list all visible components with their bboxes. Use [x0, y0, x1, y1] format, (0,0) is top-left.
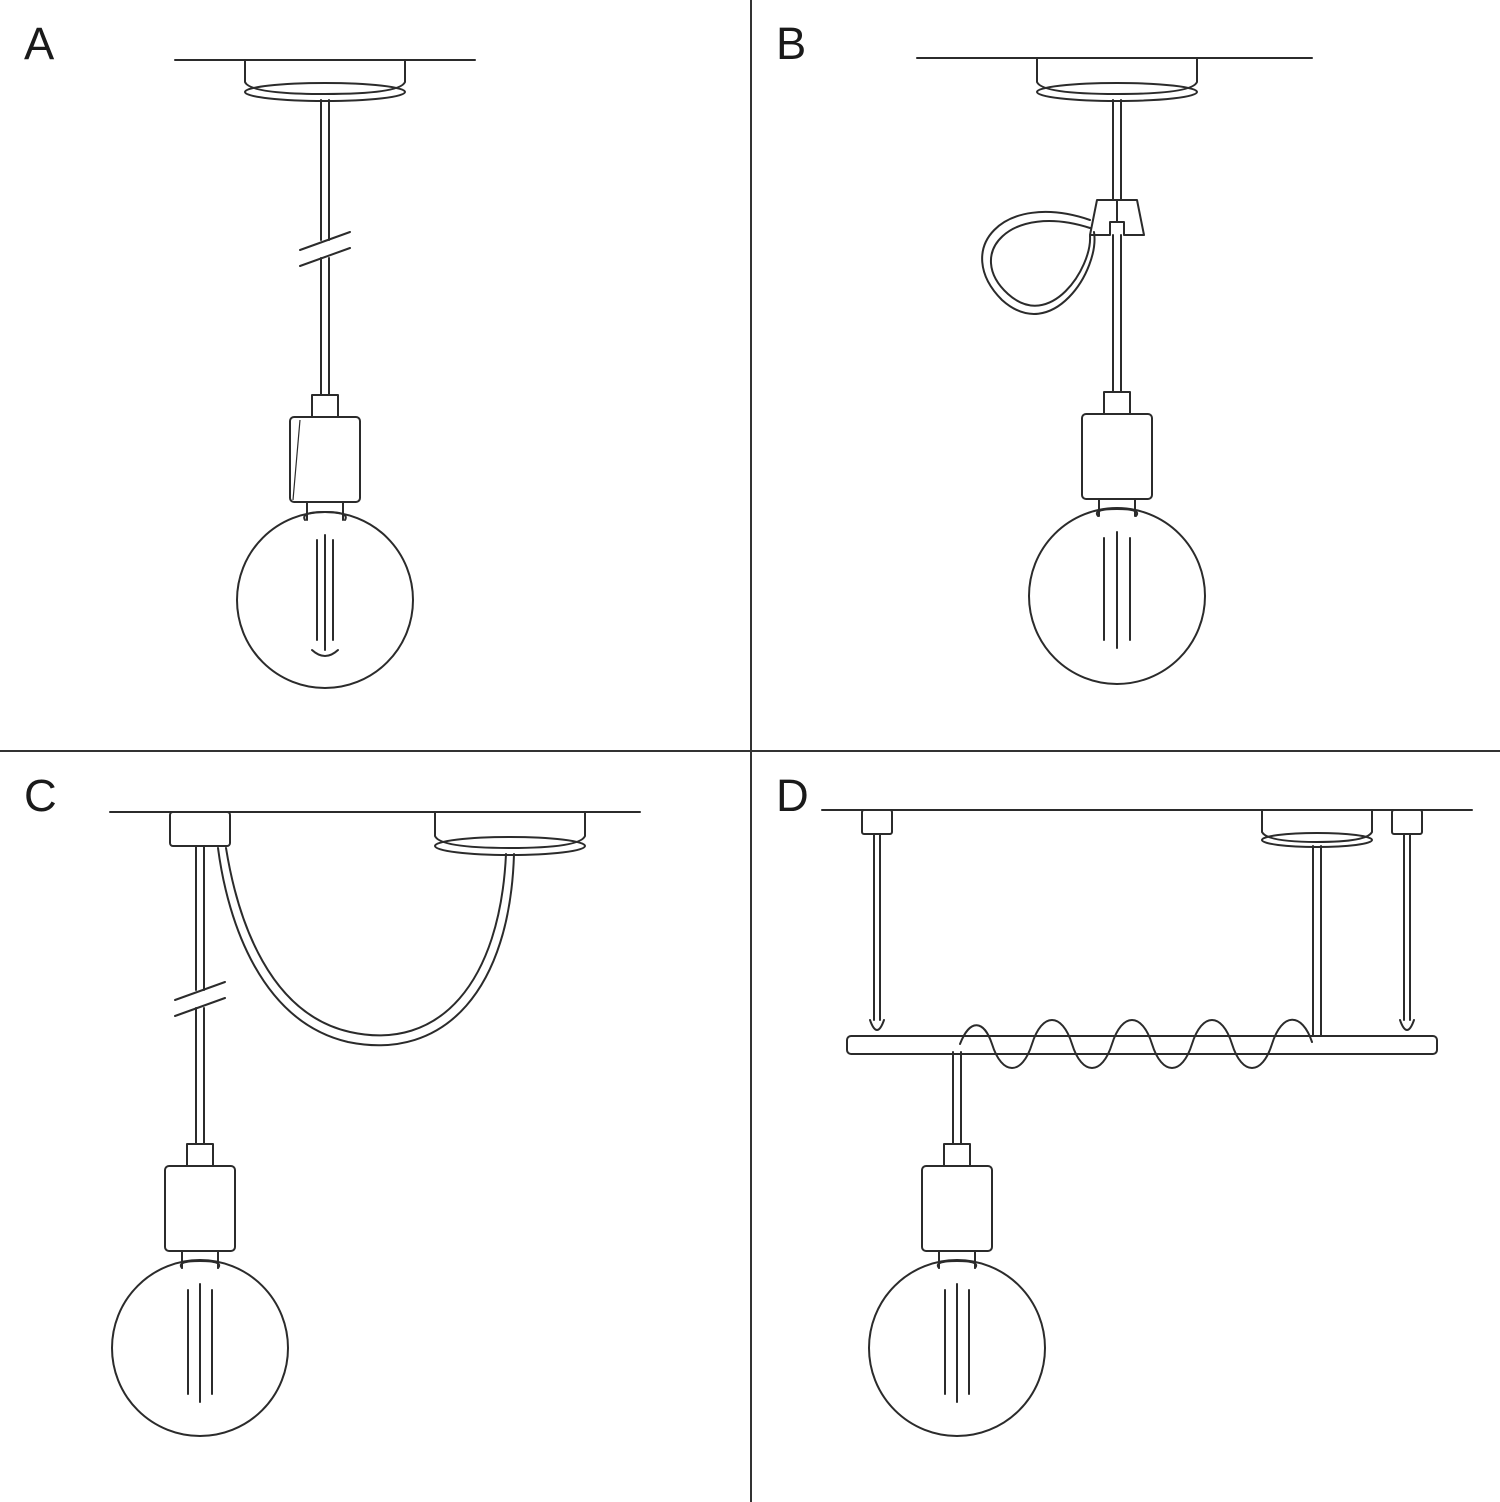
- panel-c-drawing: [0, 752, 750, 1502]
- panel-a-drawing: [0, 0, 750, 750]
- panel-d-label: D: [776, 770, 809, 822]
- panel-a: A: [0, 0, 752, 752]
- panel-b-drawing: [752, 0, 1500, 750]
- panel-b-label: B: [776, 18, 806, 70]
- panel-c-label: C: [24, 770, 57, 822]
- panel-a-label: A: [24, 18, 54, 70]
- panel-d-drawing: [752, 752, 1500, 1502]
- diagram-grid: A: [0, 0, 1500, 1500]
- panel-c: C: [0, 752, 752, 1502]
- panel-b: B: [752, 0, 1500, 752]
- panel-d: D: [752, 752, 1500, 1502]
